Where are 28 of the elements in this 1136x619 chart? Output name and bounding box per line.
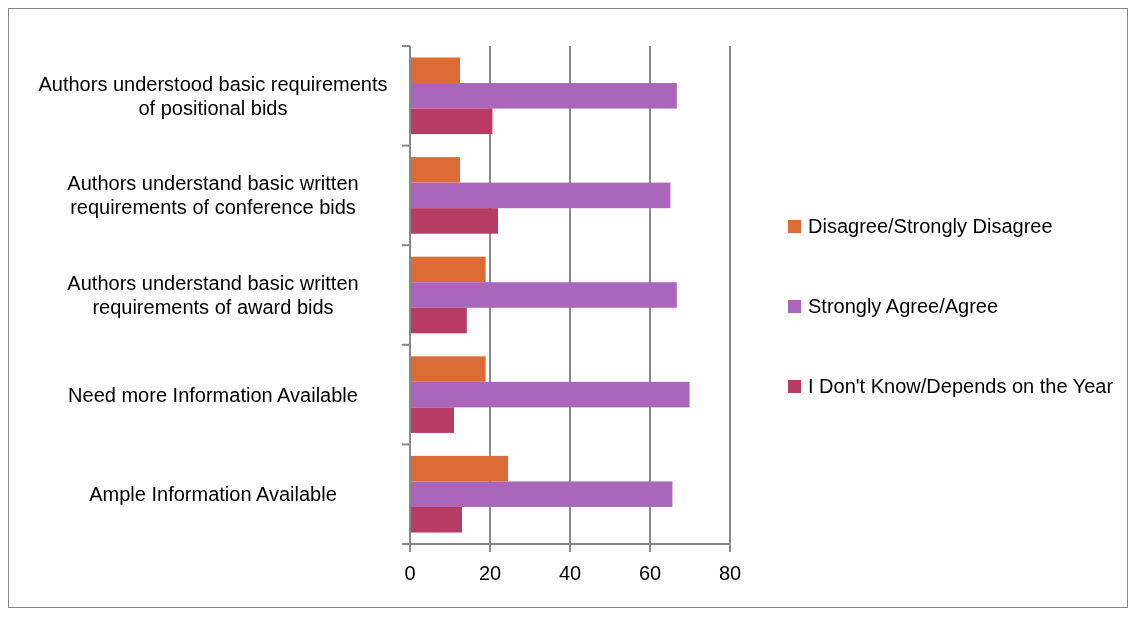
legend-label: Disagree/Strongly Disagree bbox=[808, 215, 1053, 237]
y-tick-label: Ample Information Available bbox=[89, 483, 337, 506]
x-tick-label: 60 bbox=[638, 562, 662, 584]
bar bbox=[410, 356, 486, 382]
bar bbox=[410, 481, 673, 507]
x-tick-label: 0 bbox=[404, 562, 416, 584]
bar bbox=[410, 182, 671, 209]
x-tick-label: 40 bbox=[558, 562, 582, 584]
legend-label: I Don't Know/Depends on the Year bbox=[808, 375, 1114, 397]
y-tick-label: Authors understood basic requirements of positional bids bbox=[38, 72, 388, 119]
bar bbox=[410, 208, 498, 234]
bar bbox=[410, 256, 486, 283]
bar bbox=[410, 307, 467, 334]
bar bbox=[410, 282, 677, 308]
x-tick-label: 20 bbox=[478, 562, 502, 584]
y-tick-label: Authors understand basic written requirements of conference bids bbox=[67, 172, 359, 219]
bar bbox=[410, 506, 462, 533]
bar bbox=[410, 407, 454, 433]
x-tick-label: 80 bbox=[718, 562, 742, 584]
bar bbox=[410, 455, 508, 482]
bar bbox=[410, 57, 460, 84]
legend-label: Strongly Agree/Agree bbox=[808, 295, 999, 317]
bar bbox=[410, 381, 690, 408]
y-tick-label: Need more Information Available bbox=[68, 383, 358, 406]
bar bbox=[410, 108, 493, 135]
bar bbox=[410, 83, 677, 109]
y-tick-label: Authors understand basic written requirements of award bids bbox=[67, 272, 359, 318]
bar bbox=[410, 157, 460, 183]
